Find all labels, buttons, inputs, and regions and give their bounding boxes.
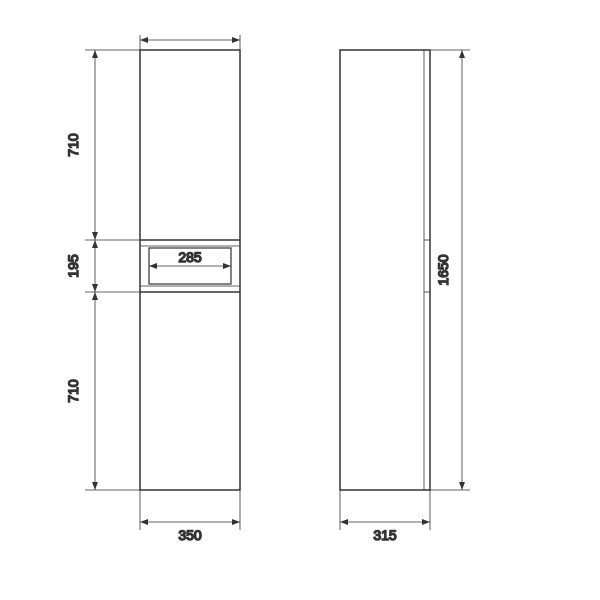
dim-mid-width: 285	[178, 249, 202, 265]
dim-side-depth: 315	[373, 527, 397, 543]
dim-mid-h: 195	[65, 254, 81, 278]
dim-top-h: 710	[65, 133, 81, 157]
dim-side-height: 1650	[435, 254, 451, 285]
technical-drawing: 350 285	[0, 0, 600, 600]
dim-bot-h: 710	[65, 379, 81, 403]
dim-front-width: 350	[178, 527, 202, 543]
